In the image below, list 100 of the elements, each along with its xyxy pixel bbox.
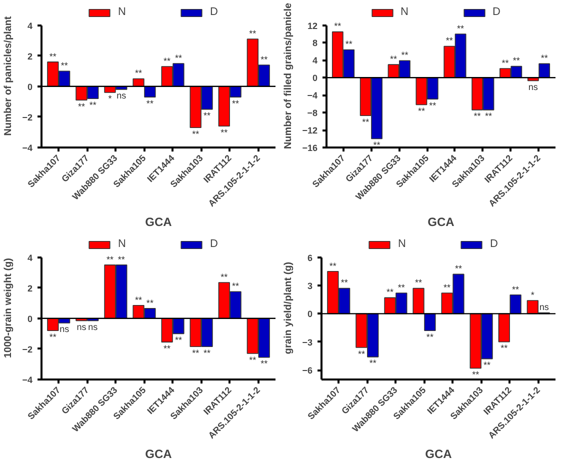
data-label: ns: [116, 90, 127, 101]
data-label: **: [146, 298, 154, 308]
data-label: **: [192, 348, 200, 358]
legend-label: N: [398, 238, 407, 250]
data-label: **: [164, 56, 172, 66]
y-tick-label: 0: [27, 314, 33, 324]
y-axis-title: Number of filled grains/panicle: [283, 2, 294, 150]
data-label: ns: [60, 324, 70, 334]
data-label: **: [334, 21, 342, 32]
legend-label: D: [492, 6, 502, 18]
y-tick-label: −6: [302, 366, 313, 376]
y-tick-label: 12: [307, 20, 318, 31]
legend-label: D: [210, 6, 219, 18]
data-label: ns: [528, 82, 538, 92]
data-label: **: [220, 272, 228, 282]
data-label: **: [204, 348, 212, 358]
y-tick-label: −4: [307, 90, 318, 101]
data-label: **: [135, 68, 143, 78]
y-tick-label: 0: [312, 73, 318, 84]
y-tick-label: −4: [22, 143, 33, 153]
data-label: **: [249, 28, 257, 38]
data-label: **: [249, 354, 257, 365]
data-label: **: [446, 36, 454, 46]
legend-label: D: [490, 238, 499, 250]
data-label: ns: [539, 302, 550, 312]
data-label: **: [358, 348, 366, 359]
data-label: **: [345, 39, 353, 50]
data-label: **: [340, 278, 348, 288]
data-label: **: [512, 56, 520, 66]
data-label: **: [232, 281, 240, 292]
data-label: **: [329, 260, 337, 271]
data-label: ns: [76, 322, 87, 332]
y-tick-label: 4: [27, 20, 33, 31]
data-label: ns: [88, 322, 98, 332]
data-label: **: [401, 50, 409, 60]
data-label: **: [174, 334, 182, 345]
y-tick-label: 4: [27, 252, 33, 263]
data-label: **: [457, 23, 465, 34]
legend-label: N: [400, 6, 410, 18]
data-label: **: [362, 116, 370, 127]
y-tick-label: −8: [307, 108, 318, 118]
y-tick-label: −2: [22, 112, 33, 122]
data-label: **: [118, 254, 126, 264]
y-tick-label: 4: [312, 56, 318, 66]
data-label: **: [474, 111, 482, 122]
data-label: **: [204, 110, 212, 121]
data-label: **: [49, 332, 57, 342]
x-axis-title: GCA: [145, 215, 172, 230]
data-label: **: [164, 343, 172, 354]
data-label: **: [540, 53, 548, 64]
data-label: **: [472, 369, 480, 380]
data-label: **: [192, 128, 200, 139]
data-label: **: [49, 51, 57, 62]
data-label: **: [426, 332, 434, 342]
data-label: **: [106, 254, 114, 264]
data-label: **: [78, 101, 86, 112]
y-tick-label: 0: [307, 309, 313, 320]
data-label: **: [60, 60, 68, 70]
y-tick-label: 2: [27, 283, 33, 294]
data-label: *: [530, 290, 535, 300]
y-axis-title: Number of panicles/plant: [3, 16, 14, 136]
data-label: **: [260, 54, 268, 64]
data-label: **: [484, 111, 492, 122]
data-label: **: [369, 358, 377, 368]
data-label: **: [89, 100, 97, 110]
data-label: **: [174, 52, 182, 63]
data-label: **: [135, 294, 143, 305]
data-label: **: [454, 264, 462, 274]
data-label: **: [373, 140, 381, 150]
data-label: **: [484, 360, 492, 370]
x-axis-title: GCA: [145, 447, 172, 462]
y-tick-label: 0: [27, 82, 33, 92]
y-tick-label: 2: [27, 51, 33, 62]
y-tick-label: −12: [302, 126, 318, 136]
data-label: **: [220, 127, 228, 138]
data-label: **: [398, 282, 406, 292]
x-axis-title: GCA: [428, 215, 455, 230]
y-axis-title: 1000-grain weight (g): [3, 258, 14, 358]
data-label: **: [500, 343, 508, 354]
x-axis-title: GCA: [425, 447, 452, 462]
data-label: **: [418, 106, 426, 116]
data-label: **: [512, 284, 520, 294]
data-label: **: [260, 358, 268, 369]
data-label: **: [146, 98, 154, 108]
data-label: **: [502, 58, 510, 68]
data-label: **: [232, 98, 240, 108]
y-tick-label: 8: [312, 38, 318, 48]
y-tick-label: −3: [302, 337, 313, 348]
y-tick-label: 3: [307, 280, 313, 291]
y-tick-label: −16: [302, 143, 318, 153]
legend-label: D: [210, 238, 219, 250]
y-tick-label: −4: [22, 375, 33, 385]
y-tick-label: −2: [22, 344, 33, 354]
data-label: **: [386, 287, 394, 298]
data-label: **: [444, 282, 452, 292]
data-label: *: [108, 94, 112, 104]
y-tick-label: 6: [307, 252, 313, 263]
data-label: **: [415, 278, 423, 288]
data-label: **: [429, 100, 437, 110]
legend-label: N: [118, 238, 127, 250]
